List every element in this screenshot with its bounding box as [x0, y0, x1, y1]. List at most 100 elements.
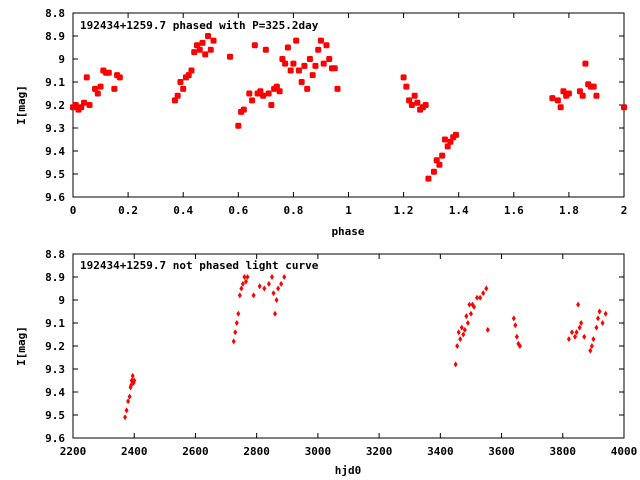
unphased-data-point: [595, 315, 600, 322]
phased-data-point: [287, 67, 294, 74]
unphased-data-point: [257, 283, 262, 290]
unphased-data-point: [236, 310, 241, 317]
unphased-data-point: [251, 292, 256, 299]
phased-data-point: [290, 60, 297, 67]
unphased-data-point: [123, 414, 128, 421]
unphased-data-point: [282, 274, 287, 280]
phased-data-point: [273, 83, 280, 90]
unphased-data-point: [597, 308, 602, 315]
phased-data-point: [576, 88, 583, 95]
unphased-data-point: [239, 285, 244, 292]
unphased-data-point: [517, 343, 522, 349]
phased-data-point: [251, 42, 258, 49]
phased-data-points: [70, 33, 627, 182]
unphased-data-point: [465, 320, 470, 326]
phased-data-point: [554, 97, 561, 104]
unphased-data-point: [266, 280, 271, 287]
phased-data-point: [436, 161, 443, 168]
unphased-data-point: [243, 278, 248, 285]
unphased-data-point: [464, 313, 469, 320]
unphased-data-point: [591, 336, 596, 343]
phased-data-point: [560, 88, 567, 95]
unphased-data-point: [467, 301, 472, 308]
unphased-x-tick-label: 3000: [305, 445, 332, 458]
unphased-data-point: [588, 347, 593, 354]
phased-data-point: [105, 69, 112, 76]
unphased-data-point: [456, 329, 461, 336]
unphased-data-point: [579, 320, 584, 326]
unphased-x-tick-label: 4000: [611, 445, 638, 458]
unphased-data-point: [603, 310, 608, 317]
unphased-x-tick-label: 2200: [60, 445, 87, 458]
phased-x-tick-label: 1: [345, 204, 352, 217]
phased-data-point: [180, 85, 187, 92]
phased-data-point: [83, 74, 90, 81]
phased-data-point: [196, 46, 203, 53]
unphased-y-tick-label: 9.3: [45, 363, 65, 376]
phased-data-point: [441, 136, 448, 143]
unphased-data-point: [475, 294, 480, 301]
phased-data-point: [282, 60, 289, 67]
unphased-data-point: [513, 322, 518, 329]
unphased-y-tick-label: 9.4: [45, 386, 65, 399]
phased-data-point: [433, 157, 440, 164]
phased-data-point: [92, 85, 99, 92]
phased-data-point: [246, 90, 253, 97]
unphased-data-point: [569, 329, 574, 336]
unphased-data-point: [127, 393, 132, 400]
unphased-data-point: [240, 280, 245, 287]
unphased-y-tick-label: 9.2: [45, 340, 65, 353]
phased-data-point: [262, 46, 269, 53]
unphased-data-point: [577, 324, 582, 331]
phased-y-tick-label: 8.9: [45, 30, 65, 43]
unphased-data-point: [274, 297, 279, 303]
phased-data-point: [268, 102, 275, 108]
phased-data-point: [621, 104, 627, 111]
phased-data-point: [320, 60, 327, 67]
phased-data-point: [557, 104, 564, 111]
unphased-data-point: [458, 336, 463, 343]
unphased-data-point: [573, 333, 578, 340]
unphased-y-tick-label: 9: [58, 294, 65, 307]
unphased-data-point: [576, 301, 581, 308]
phased-y-tick-label: 9.4: [45, 145, 65, 158]
phased-data-point: [116, 74, 123, 81]
phased-data-point: [81, 99, 88, 106]
unphased-data-point: [589, 343, 594, 349]
phased-data-point: [86, 102, 93, 108]
phased-y-axis-title: I[mag]: [15, 85, 28, 125]
phased-data-point: [276, 88, 283, 95]
unphased-x-tick-label: 2400: [121, 445, 148, 458]
unphased-data-point: [245, 274, 250, 280]
phased-data-point: [174, 92, 181, 99]
phased-data-point: [425, 175, 432, 182]
unphased-data-point: [455, 343, 460, 349]
phased-data-point: [235, 122, 242, 129]
phased-data-point: [301, 62, 308, 69]
phased-data-point: [565, 90, 572, 97]
unphased-x-tick-label: 3400: [427, 445, 454, 458]
phased-data-point: [210, 37, 217, 44]
unphased-data-point: [231, 338, 236, 345]
phased-x-tick-label: 0.8: [283, 204, 303, 217]
unphased-data-point: [130, 372, 135, 379]
phased-data-point: [309, 72, 316, 79]
unphased-data-point: [459, 324, 464, 331]
phased-data-point: [72, 102, 79, 108]
phased-data-point: [78, 104, 85, 111]
unphased-data-point: [273, 310, 278, 317]
phased-chart: 192434+1259.7 phased with P=325.2day pha…: [15, 7, 627, 238]
unphased-x-axis-title: hjd0: [335, 464, 362, 477]
phased-data-point: [188, 67, 195, 74]
unphased-x-tick-label: 3200: [366, 445, 393, 458]
phased-data-point: [293, 37, 300, 44]
phased-data-point: [279, 56, 286, 62]
phased-data-point: [265, 90, 272, 97]
phased-data-point: [171, 97, 178, 104]
unphased-data-point: [594, 324, 599, 331]
unphased-plot-frame: [72, 253, 625, 439]
unphased-x-tick-label: 2800: [243, 445, 270, 458]
unphased-data-point: [574, 329, 579, 336]
phased-data-point: [422, 102, 429, 108]
